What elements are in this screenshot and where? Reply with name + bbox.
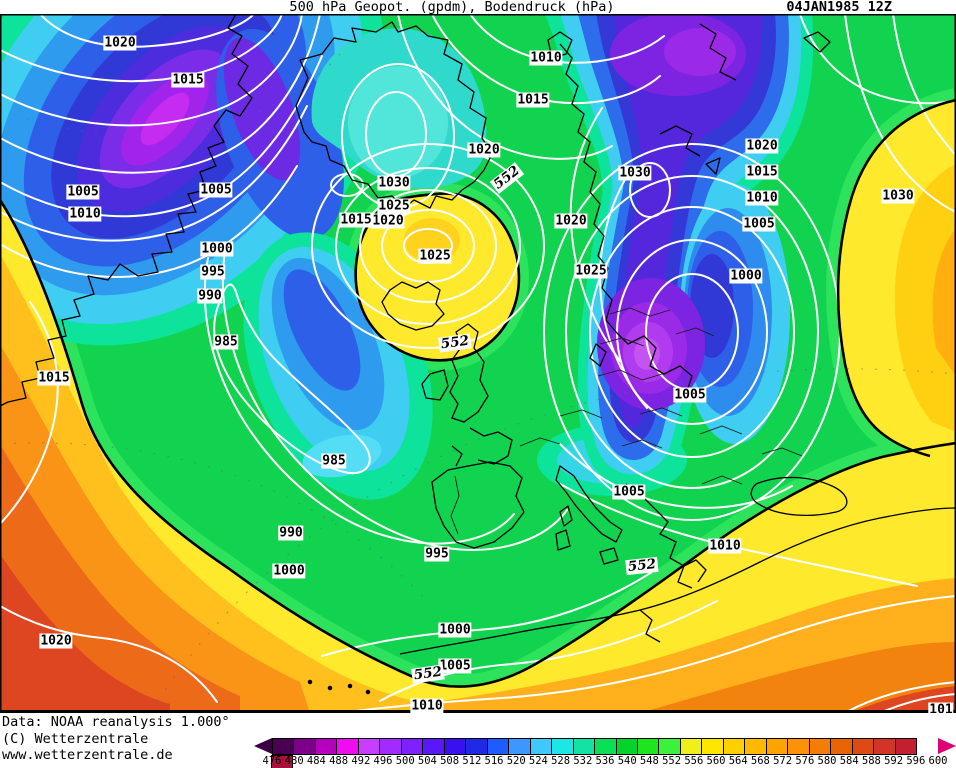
colorbar-tick-label: 552 [662, 755, 682, 767]
colorbar-segment [271, 755, 294, 768]
map-footer: Data: NOAA reanalysis 1.000° (C) Wetterz… [0, 713, 956, 768]
colorbar-segment [486, 738, 510, 755]
colorbar-tick-label: 496 [373, 755, 393, 767]
colorbar-tick-label: 568 [750, 755, 770, 767]
credit-data-source: Data: NOAA reanalysis 1.000° [2, 714, 230, 730]
colorbar-segment [508, 738, 531, 755]
coastlines [0, 14, 956, 695]
credit-copyright: (C) Wetterzentrale [2, 730, 149, 747]
colorbar: 476 480 484 488 492 496 500 504 508 512 516 520 524 5… [0, 713, 956, 768]
colorbar-tick-label: 480 [284, 755, 304, 767]
colorbar-segment [314, 738, 338, 755]
colorbar-tick-label: 572 [773, 755, 793, 767]
colorbar-tick-label: 580 [817, 755, 837, 767]
colorbar-tick-label: 576 [795, 755, 815, 767]
colorbar-segment [894, 738, 918, 755]
isobars [0, 14, 956, 713]
colorbar-tick-label: 548 [639, 755, 659, 767]
colorbar-segments [271, 738, 938, 768]
map-header: 500 hPa Geopot. (gpdm), Bodendruck (hPa)… [0, 0, 956, 14]
colorbar-segment [722, 738, 746, 755]
colorbar-tick-label: 528 [551, 755, 571, 767]
colorbar-segment [636, 738, 660, 755]
colorbar-segment [572, 738, 596, 755]
colorbar-tick-label: 512 [462, 755, 482, 767]
map-frame [0, 14, 956, 713]
colorbar-tick-label: 592 [884, 755, 904, 767]
colorbar-segment [851, 738, 875, 755]
colorbar-segment [615, 738, 638, 755]
colorbar-segment [422, 738, 445, 755]
colorbar-segment [379, 738, 402, 755]
colorbar-tick-label: 600 [928, 755, 948, 767]
weather-map-canvas [0, 14, 956, 713]
colorbar-segment [443, 738, 467, 755]
colorbar-left-arrow-icon [254, 738, 272, 754]
colorbar-tick-label: 488 [329, 755, 349, 767]
colorbar-segment [465, 738, 488, 755]
colorbar-tick-label: 536 [595, 755, 615, 767]
colorbar-tick-label: 588 [861, 755, 881, 767]
colorbar-segment [336, 738, 359, 755]
weather-map: 1020 1015 1010 1015 1020 1030 1030 1025 1015 1020… [0, 14, 956, 713]
colorbar-segment [594, 738, 617, 755]
colorbar-segment [400, 738, 424, 755]
country-borders [450, 307, 803, 535]
colorbar-tick-labels: 476 480 484 488 492 496 500 504 508 512 516 520 524 5… [263, 755, 948, 768]
colorbar-tick-label: 508 [440, 755, 460, 767]
colorbar-segment [744, 738, 767, 755]
colorbar-tick-label: 556 [684, 755, 704, 767]
colorbar-tick-label: 516 [484, 755, 504, 767]
colorbar-tick-label: 492 [351, 755, 371, 767]
colorbar-tick-label: 520 [506, 755, 526, 767]
colorbar-segment [679, 738, 703, 755]
colorbar-segment [787, 738, 810, 755]
colorbar-tick-label: 532 [573, 755, 593, 767]
colorbar-tick-label: 500 [395, 755, 415, 767]
colorbar-tick-label: 524 [528, 755, 548, 767]
colorbar-tick-label: 584 [839, 755, 859, 767]
warm-sector [0, 100, 956, 713]
colorbar-segment [357, 738, 381, 755]
colorbar-segment [658, 738, 681, 755]
colorbar-segment [701, 738, 724, 755]
map-title: 500 hPa Geopot. (gpdm), Bodendruck (hPa) [289, 0, 615, 15]
map-datetime: 04JAN1985 12Z [786, 0, 892, 15]
colorbar-segment [765, 738, 789, 755]
colorbar-segment [873, 738, 896, 755]
colorbar-segment [830, 738, 853, 755]
colorbar-tick-label: 540 [617, 755, 637, 767]
colorbar-tick-label: 564 [728, 755, 748, 767]
cold-sector [0, 14, 814, 500]
colorbar-tick-label: 484 [306, 755, 326, 767]
colorbar-segment [529, 738, 553, 755]
colorbar-segment [551, 738, 574, 755]
credits: Data: NOAA reanalysis 1.000° (C) Wetterz… [2, 714, 230, 764]
colorbar-tick-label: 504 [417, 755, 437, 767]
credit-website: www.wetterzentrale.de [2, 747, 173, 763]
colorbar-tick-label: 596 [906, 755, 926, 767]
colorbar-segment [293, 738, 316, 755]
colorbar-right-arrow-icon [938, 738, 956, 754]
colorbar-segment [808, 738, 832, 755]
colorbar-segment [272, 738, 295, 755]
colorbar-tick-label: 476 [262, 755, 282, 767]
colorbar-tick-label: 560 [706, 755, 726, 767]
